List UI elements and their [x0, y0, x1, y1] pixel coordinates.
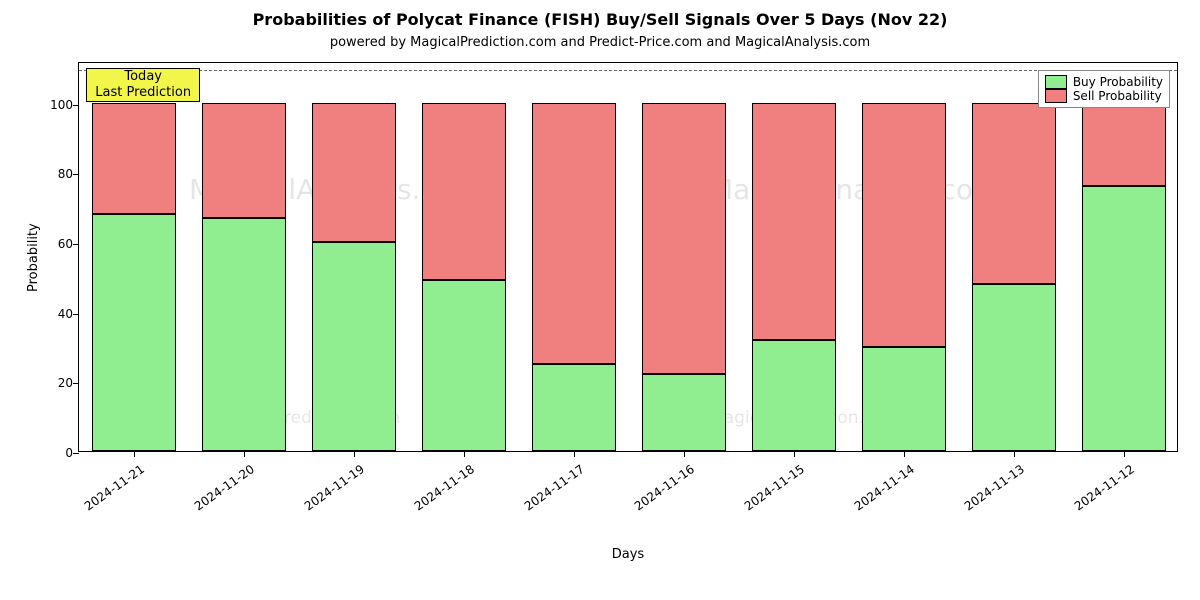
y-tick-label: 20 — [58, 376, 79, 390]
bar-group — [972, 103, 1056, 451]
x-tick-label: 2024-11-20 — [192, 462, 257, 513]
reference-line — [79, 70, 1177, 71]
x-tick-label: 2024-11-15 — [742, 462, 807, 513]
x-axis-label: Days — [78, 547, 1178, 562]
chart-container: Probabilities of Polycat Finance (FISH) … — [0, 0, 1200, 600]
bar-group — [312, 103, 396, 451]
bar-buy — [752, 340, 836, 451]
x-tick-label: 2024-11-16 — [632, 462, 697, 513]
x-tick-mark — [134, 451, 135, 457]
bar-sell — [422, 103, 506, 281]
bar-buy — [312, 242, 396, 451]
legend-label: Sell Probability — [1073, 89, 1162, 103]
y-tick-label: 100 — [50, 98, 79, 112]
callout-line1: Today — [87, 69, 199, 85]
legend-swatch — [1045, 89, 1067, 103]
bar-group — [752, 103, 836, 451]
bar-buy — [972, 284, 1056, 451]
x-tick-mark — [904, 451, 905, 457]
bar-sell — [532, 103, 616, 364]
x-tick-mark — [354, 451, 355, 457]
plot-area: MagicalAnalysis.com MagicalAnalysis.com … — [78, 62, 1178, 452]
bar-sell — [972, 103, 1056, 284]
y-tick-label: 40 — [58, 307, 79, 321]
bar-sell — [92, 103, 176, 214]
bar-buy — [92, 214, 176, 451]
bar-sell — [312, 103, 396, 242]
x-tick-mark — [794, 451, 795, 457]
bar-group — [202, 103, 286, 451]
x-tick-label: 2024-11-19 — [302, 462, 367, 513]
bar-buy — [422, 280, 506, 451]
x-tick-mark — [574, 451, 575, 457]
bar-sell — [642, 103, 726, 375]
bar-sell — [202, 103, 286, 218]
bar-buy — [1082, 186, 1166, 451]
bar-group — [92, 103, 176, 451]
chart-subtitle: powered by MagicalPrediction.com and Pre… — [0, 35, 1200, 50]
bar-sell — [752, 103, 836, 340]
bar-group — [862, 103, 946, 451]
legend-row: Buy Probability — [1045, 75, 1163, 89]
y-tick-label: 80 — [58, 167, 79, 181]
callout-line2: Last Prediction — [87, 85, 199, 101]
bar-buy — [532, 364, 616, 451]
x-tick-label: 2024-11-17 — [522, 462, 587, 513]
x-tick-mark — [1014, 451, 1015, 457]
bar-group — [1082, 103, 1166, 451]
y-tick-label: 0 — [65, 446, 79, 460]
x-tick-mark — [244, 451, 245, 457]
x-tick-label: 2024-11-12 — [1072, 462, 1137, 513]
bar-group — [532, 103, 616, 451]
bar-buy — [862, 347, 946, 451]
x-tick-label: 2024-11-14 — [852, 462, 917, 513]
bar-buy — [202, 218, 286, 451]
x-tick-mark — [1124, 451, 1125, 457]
bar-group — [422, 103, 506, 451]
x-tick-mark — [464, 451, 465, 457]
bar-group — [642, 103, 726, 451]
x-tick-label: 2024-11-21 — [82, 462, 147, 513]
legend-swatch — [1045, 75, 1067, 89]
x-tick-label: 2024-11-13 — [962, 462, 1027, 513]
x-tick-mark — [684, 451, 685, 457]
bar-buy — [642, 374, 726, 451]
y-tick-label: 60 — [58, 237, 79, 251]
today-callout: Today Last Prediction — [86, 68, 200, 103]
legend-row: Sell Probability — [1045, 89, 1163, 103]
legend-label: Buy Probability — [1073, 75, 1163, 89]
bar-sell — [1082, 103, 1166, 187]
legend: Buy Probability Sell Probability — [1038, 70, 1170, 108]
bar-sell — [862, 103, 946, 347]
chart-title: Probabilities of Polycat Finance (FISH) … — [0, 10, 1200, 29]
y-axis-label: Probability — [26, 223, 41, 292]
x-tick-label: 2024-11-18 — [412, 462, 477, 513]
